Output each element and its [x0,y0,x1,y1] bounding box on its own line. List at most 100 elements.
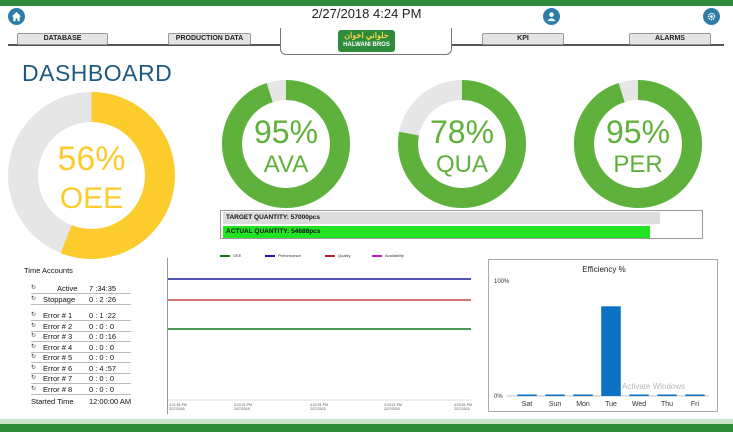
trend-plot [168,278,471,401]
target-quantity-label: TARGET QUANTITY: [226,214,289,221]
quality-percent: 78% [429,114,495,150]
availability-gauge: 95% AVA [222,80,350,208]
gauge-fill [574,80,702,208]
time-account-row: ↻ Error # 3 0 : 0 :16 [31,331,131,342]
legend-item: Quality [325,253,350,258]
performance-label: PER [613,151,663,178]
time-accounts-heading: Time Accounts [24,266,73,275]
actual-quantity-bar: ACTUAL QUANTITY: 54688pcs [223,226,650,238]
time-account-value: 0 : 0 : 0 [89,343,115,352]
bar-wed [629,394,649,396]
time-account-row: ↻ Error # 4 0 : 0 : 0 [31,342,131,353]
x-tick-label: Sat [522,401,533,408]
availability-ring [222,80,350,208]
oee-label: OEE [59,182,124,215]
trend-x-label: 4:22:51 PM 2/27/2018 [310,403,328,411]
legend-item: Availability [372,253,404,258]
target-quantity-value: 57000pcs [290,214,321,221]
user-icon [547,12,556,22]
x-tick-label: Sun [549,401,562,408]
x-tick-label: Tue [605,401,617,408]
time-accounts-panel: Time Accounts [24,266,154,275]
time-account-row: ↻ Stoppage 0 : 2 :26 [31,294,131,305]
quantity-panel: TARGET QUANTITY: 57000pcs ACTUAL QUANTIT… [220,210,703,239]
started-time-value: 12:00:00 AM [89,397,132,406]
x-tick-label: Fri [691,401,700,408]
actual-quantity-value: 54688pcs [291,228,321,235]
time-account-label: Error # 3 [43,332,73,341]
efficiency-chart: Efficiency % 100% 0% Sat Sun Mon Tue Wed Thu Fri [488,259,718,412]
time-account-value: 0 : 2 :26 [89,295,117,304]
activate-windows-watermark: Activate Windows [622,382,686,391]
time-account-value: 0 : 0 :16 [89,332,117,341]
refresh-icon: ↻ [31,354,37,360]
gauge-fill [398,80,526,208]
efficiency-plot: Efficiency % 100% 0% Sat Sun Mon Tue Wed Thu Fri [494,265,709,408]
tab-alarms[interactable]: ALARMS [629,33,711,45]
availability-label: AVA [263,151,309,178]
target-quantity-bar: TARGET QUANTITY: 57000pcs [223,212,660,224]
refresh-icon: ↻ [31,333,37,339]
refresh-icon: ↻ [31,285,37,291]
refresh-icon: ↻ [31,323,37,329]
time-account-row: ↻ Error # 6 0 : 4 :57 [31,363,131,374]
home-button[interactable] [8,8,25,25]
home-icon [11,11,22,22]
settings-button[interactable] [703,8,720,25]
time-account-value: 0 : 0 : 0 [89,322,115,331]
time-account-value: 0 : 0 : 0 [89,353,115,362]
legend-item: Performance [265,253,301,258]
time-account-label: Error # 4 [43,343,73,352]
time-account-row: ↻ Error # 2 0 : 0 : 0 [31,321,131,332]
time-account-value: 7 :34:35 [89,284,117,293]
quality-gauge: 78% QUA [398,80,526,208]
bar-sun [545,394,565,396]
trend-chart [167,258,474,414]
legend-swatch [265,254,275,257]
availability-percent: 95% [253,114,319,150]
current-datetime: 2/27/2018 4:24 PM [311,6,422,21]
x-tick-label: Wed [632,401,646,408]
x-tick-label: Mon [576,401,590,408]
time-account-value: 0 : 1 :22 [89,311,117,320]
y-tick-label: 100% [494,279,510,285]
time-account-row: ↻ Active 7 :34:35 [31,283,131,294]
brand-logo: حلواني اخوان HALWANI BROS [338,30,395,52]
tab-kpi[interactable]: KPI [482,33,564,45]
time-account-row: ↻ Error # 7 0 : 0 : 0 [31,373,131,384]
tab-database[interactable]: DATABASE [17,33,108,45]
tab-production-data[interactable]: PRODUCTION DATA [168,33,251,45]
time-account-label: Error # 5 [43,353,73,362]
refresh-icon: ↻ [31,365,37,371]
started-time-label: Started Time [31,397,74,406]
legend-label: Performance [278,253,301,258]
time-account-value: 0 : 4 :57 [89,364,117,373]
gear-icon [707,12,716,21]
refresh-icon: ↻ [31,375,37,381]
bar-thu [657,394,677,396]
top-accent-bar [0,0,733,6]
time-account-value: 0 : 0 : 0 [89,374,115,383]
time-account-row: ↻ Error # 1 0 : 1 :22 [31,310,131,321]
time-account-label: Error # 7 [43,374,73,383]
refresh-icon: ↻ [31,296,37,302]
oee-gauge: 56% OEE [8,92,175,259]
time-account-label: Stoppage [43,295,76,304]
legend-swatch [325,254,335,257]
time-account-label: Active [57,284,78,293]
user-button[interactable] [543,8,560,25]
legend-label: Availability [385,253,404,258]
legend-label: OEE [233,253,242,258]
bar-fri [685,394,705,396]
time-account-label: Error # 6 [43,364,73,373]
gauge-fill [8,92,175,259]
refresh-icon: ↻ [31,312,37,318]
logo-arabic-text: حلواني اخوان [344,31,389,40]
actual-quantity-label: ACTUAL QUANTITY: [226,228,290,235]
oee-percent: 56% [57,140,126,178]
quality-ring [398,80,526,208]
performance-ring [574,80,702,208]
bar-mon [573,394,593,396]
footer-bar [0,424,733,432]
bar-sat [517,394,537,396]
